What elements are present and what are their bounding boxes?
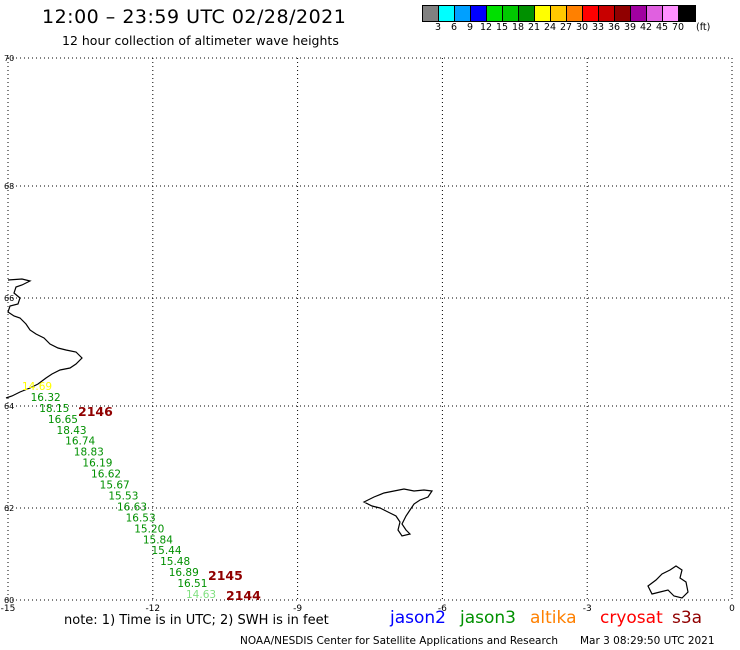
colorbar-swatch: [471, 6, 487, 21]
wave-height-colorbar: [422, 5, 696, 22]
colorbar-swatch: [663, 6, 679, 21]
colorbar-tick-label: 45: [655, 22, 669, 33]
lat-tick-label: 60: [4, 596, 14, 605]
swh-value-label: 15.20: [134, 523, 164, 535]
colorbar-tick-label: 39: [623, 22, 637, 33]
colorbar-swatch: [647, 6, 663, 21]
colorbar-swatch: [615, 6, 631, 21]
legend-cryosat: cryosat: [600, 608, 663, 628]
swh-value-label: 15.67: [100, 480, 130, 492]
swh-value-label: 16.51: [177, 578, 207, 590]
legend-s3a: s3a: [672, 608, 703, 628]
time-label: 2145: [208, 568, 243, 583]
colorbar-tick-label: 30: [575, 22, 589, 33]
colorbar-swatch: [583, 6, 599, 21]
colorbar-tick-label: 21: [527, 22, 541, 33]
lon-tick-label: -12: [145, 604, 160, 614]
swh-value-label: 16.32: [31, 392, 61, 404]
lon-tick-label: -9: [293, 604, 302, 614]
colorbar-tick-label: 70: [671, 22, 685, 33]
shetland-islands-outline: [647, 565, 689, 599]
colorbar-swatch: [503, 6, 519, 21]
swh-value-label: 16.53: [126, 512, 156, 524]
colorbar-tick-label: 42: [639, 22, 653, 33]
lon-tick-label: -3: [583, 604, 592, 614]
legend-altika: altika: [530, 608, 577, 628]
time-label: 2144: [226, 588, 261, 603]
colorbar-swatch: [519, 6, 535, 21]
swh-value-label: 16.19: [82, 458, 112, 470]
colorbar-tick-label: 3: [434, 22, 442, 33]
colorbar-swatch: [599, 6, 615, 21]
faroe-islands-outline: [362, 488, 434, 537]
colorbar-tick-label: 9: [466, 22, 474, 33]
generation-timestamp: Mar 3 08:29:50 UTC 2021: [580, 635, 715, 647]
coastline: [5, 278, 689, 599]
swh-value-label: 15.84: [143, 534, 173, 546]
swh-value-label: 15.44: [151, 545, 181, 557]
swh-value-label: 16.62: [91, 469, 121, 481]
colorbar-swatch: [679, 6, 695, 21]
colorbar-tick-label: 24: [543, 22, 557, 33]
colorbar-tick-label: 27: [559, 22, 573, 33]
swh-value-label: 15.53: [108, 490, 138, 502]
colorbar-swatch: [439, 6, 455, 21]
lat-tick-label: 62: [4, 504, 14, 513]
swh-value-label: 16.74: [65, 436, 95, 448]
colorbar-swatch: [455, 6, 471, 21]
colorbar-swatch: [423, 6, 439, 21]
lon-tick-label: -15: [1, 604, 16, 614]
lat-lon-grid: [7, 57, 733, 601]
iceland-coastline: [5, 278, 83, 399]
map-subtitle: 12 hour collection of altimeter wave hei…: [62, 33, 339, 48]
credit-text: NOAA/NESDIS Center for Satellite Applica…: [240, 635, 558, 647]
colorbar-swatch: [567, 6, 583, 21]
legend-jason2: jason2: [390, 608, 446, 628]
swh-value-label: 16.89: [169, 567, 199, 579]
swh-value-label: 18.83: [74, 447, 104, 459]
colorbar-swatch: [487, 6, 503, 21]
colorbar-unit: (ft): [696, 22, 711, 33]
colorbar-swatch: [631, 6, 647, 21]
lat-tick-label: 66: [4, 294, 14, 303]
lat-tick-label: 64: [4, 402, 14, 411]
time-label: 2146: [78, 404, 113, 419]
swh-value-label: 16.63: [117, 501, 147, 513]
lat-tick-label: 70: [4, 54, 14, 63]
colorbar-tick-label: 6: [450, 22, 458, 33]
axis-labels: -15 -12 -9 -6 -3 0 70 68 66 64 62 60: [1, 54, 735, 614]
lat-tick-label: 68: [4, 182, 14, 191]
legend-jason3: jason3: [460, 608, 516, 628]
lon-tick-label: 0: [729, 604, 735, 614]
map-title: 12:00 – 23:59 UTC 02/28/2021: [42, 6, 347, 28]
swh-value-label: 18.15: [39, 403, 69, 415]
colorbar-tick-label: 33: [591, 22, 605, 33]
colorbar-tick-label: 12: [479, 22, 493, 33]
colorbar-tick-label: 36: [607, 22, 621, 33]
colorbar-tick-label: 18: [511, 22, 525, 33]
note-text: note: 1) Time is in UTC; 2) SWH is in fe…: [64, 613, 329, 628]
colorbar-swatch: [551, 6, 567, 21]
swh-value-label: 18.43: [57, 425, 87, 437]
swh-value-label: 16.65: [48, 414, 78, 426]
lon-tick-label: -6: [438, 604, 447, 614]
swh-value-label: 15.48: [160, 556, 190, 568]
colorbar-swatch: [535, 6, 551, 21]
swh-value-label: 14.69: [22, 381, 52, 393]
colorbar-tick-label: 15: [495, 22, 509, 33]
swh-value-label: 14.63: [186, 589, 216, 601]
satellite-track: 14.6916.3218.1516.6518.4316.7418.8316.19…: [22, 381, 261, 603]
